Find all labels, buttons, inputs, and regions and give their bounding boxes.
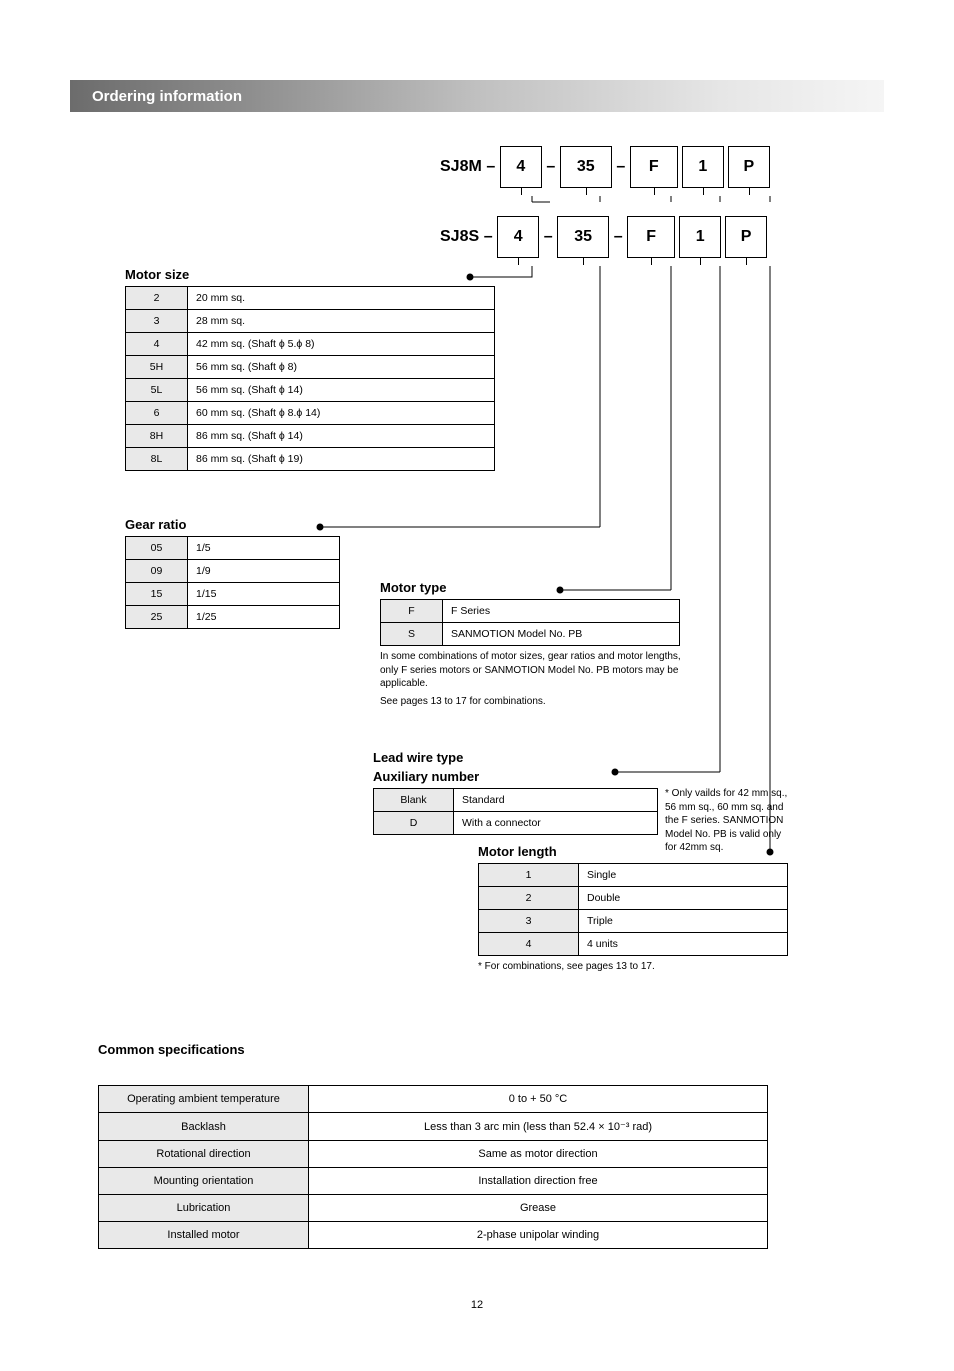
table-row: Installed motor2-phase unipolar winding [99,1222,768,1249]
gear-ratio-block: Gear ratio 051/5 091/9 151/15 251/25 [125,517,355,629]
part-a-box1: 4 [500,146,542,188]
part-prefix-b: SJ8S [440,228,479,246]
motor-size-rows: 220 mm sq. 328 mm sq. 442 mm sq. (Shaft … [126,287,495,471]
dash-icon: – [539,228,557,246]
table-row: Rotational directionSame as motor direct… [99,1141,768,1168]
part-a-box2: 35 [560,146,612,188]
part-row-a: SJ8M – 4 – 35 – F 1 P [440,146,770,188]
motor-size-table: 220 mm sq. 328 mm sq. 442 mm sq. (Shaft … [125,286,495,471]
part-b-box1: 4 [497,216,539,258]
part-prefix-a: SJ8M [440,158,482,176]
motor-type-note1: In some combinations of motor sizes, gea… [380,650,700,691]
page-header-title: Ordering information [92,88,242,105]
common-spec-title: Common specifications [98,1042,884,1057]
dash-icon: – [609,228,627,246]
dash-icon: – [479,228,497,246]
table-row: 5L56 mm sq. (Shaft ϕ 14) [126,379,495,402]
table-row: 151/15 [126,583,340,606]
table-row: 8L86 mm sq. (Shaft ϕ 19) [126,448,495,471]
motor-size-title: Motor size [125,267,505,282]
motor-type-title: Motor type [380,580,700,595]
part-row-b: SJ8S – 4 – 35 – F 1 P [440,216,767,258]
table-row: BlankStandard [374,789,658,812]
motor-size-block: Motor size 220 mm sq. 328 mm sq. 442 mm … [125,267,505,471]
common-spec-table: Operating ambient temperature0 to + 50 °… [98,1085,768,1249]
ordering-canvas: SJ8M – 4 – 35 – F 1 P SJ8S – 4 – 35 – F … [70,132,884,1002]
table-row: 5H56 mm sq. (Shaft ϕ 8) [126,356,495,379]
lead-aux-table: BlankStandard DWith a connector [373,788,658,835]
table-row: 2Double [479,887,788,910]
table-row: 660 mm sq. (Shaft ϕ 8.ϕ 14) [126,402,495,425]
table-row: Operating ambient temperature0 to + 50 °… [99,1086,768,1113]
motor-length-note: * For combinations, see pages 13 to 17. [478,960,798,974]
lead-aux-block: Lead wire type Auxiliary number BlankSta… [373,750,673,835]
part-a-box5: P [728,146,770,188]
motor-type-block: Motor type FF Series SSANMOTION Model No… [380,580,700,708]
part-b-box4: 1 [679,216,721,258]
part-b-box5: P [725,216,767,258]
table-row: 051/5 [126,537,340,560]
table-row: SSANMOTION Model No. PB [381,623,680,646]
motor-length-table: 1Single 2Double 3Triple 44 units [478,863,788,956]
table-row: 44 units [479,933,788,956]
gear-ratio-title: Gear ratio [125,517,355,532]
table-row: 220 mm sq. [126,287,495,310]
part-b-box3: F [627,216,675,258]
table-row: 091/9 [126,560,340,583]
part-a-box3: F [630,146,678,188]
table-row: 442 mm sq. (Shaft ϕ 5.ϕ 8) [126,333,495,356]
table-row: DWith a connector [374,812,658,835]
aux-number-title: Auxiliary number [373,769,673,784]
table-row: 3Triple [479,910,788,933]
part-b-box2: 35 [557,216,609,258]
table-row: 8H86 mm sq. (Shaft ϕ 14) [126,425,495,448]
lead-wire-title: Lead wire type [373,750,673,765]
motor-length-title: Motor length [478,844,798,859]
table-row: FF Series [381,600,680,623]
table-row: BacklashLess than 3 arc min (less than 5… [99,1113,768,1141]
dash-icon: – [542,158,560,176]
gear-ratio-table: 051/5 091/9 151/15 251/25 [125,536,340,629]
table-row: Mounting orientationInstallation directi… [99,1168,768,1195]
table-row: 328 mm sq. [126,310,495,333]
table-row: 251/25 [126,606,340,629]
table-row: LubricationGrease [99,1195,768,1222]
dash-icon: – [482,158,500,176]
dash-icon: – [612,158,630,176]
motor-type-table: FF Series SSANMOTION Model No. PB [380,599,680,646]
motor-type-note2: See pages 13 to 17 for combinations. [380,695,700,709]
part-a-box4: 1 [682,146,724,188]
table-row: 1Single [479,864,788,887]
page-header-bar: Ordering information [70,80,884,112]
page-number: 12 [70,1299,884,1311]
motor-length-block: Motor length 1Single 2Double 3Triple 44 … [478,844,798,974]
